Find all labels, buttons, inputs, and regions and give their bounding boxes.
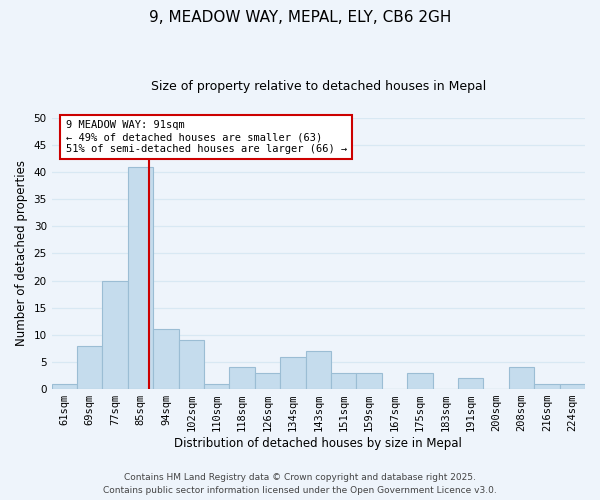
- Title: Size of property relative to detached houses in Mepal: Size of property relative to detached ho…: [151, 80, 486, 93]
- Text: Contains HM Land Registry data © Crown copyright and database right 2025.
Contai: Contains HM Land Registry data © Crown c…: [103, 474, 497, 495]
- Bar: [77, 346, 103, 389]
- Bar: [103, 280, 128, 389]
- Bar: [509, 368, 534, 389]
- Text: 9, MEADOW WAY, MEPAL, ELY, CB6 2GH: 9, MEADOW WAY, MEPAL, ELY, CB6 2GH: [149, 10, 451, 25]
- Bar: [407, 373, 433, 389]
- Bar: [305, 351, 331, 389]
- Bar: [331, 373, 356, 389]
- Bar: [255, 373, 280, 389]
- Bar: [153, 330, 179, 389]
- Text: 9 MEADOW WAY: 91sqm
← 49% of detached houses are smaller (63)
51% of semi-detach: 9 MEADOW WAY: 91sqm ← 49% of detached ho…: [65, 120, 347, 154]
- Bar: [560, 384, 585, 389]
- Bar: [179, 340, 204, 389]
- Bar: [128, 166, 153, 389]
- Bar: [204, 384, 229, 389]
- Bar: [52, 384, 77, 389]
- Y-axis label: Number of detached properties: Number of detached properties: [15, 160, 28, 346]
- Bar: [356, 373, 382, 389]
- Bar: [229, 368, 255, 389]
- Bar: [534, 384, 560, 389]
- Bar: [280, 356, 305, 389]
- X-axis label: Distribution of detached houses by size in Mepal: Distribution of detached houses by size …: [175, 437, 462, 450]
- Bar: [458, 378, 484, 389]
